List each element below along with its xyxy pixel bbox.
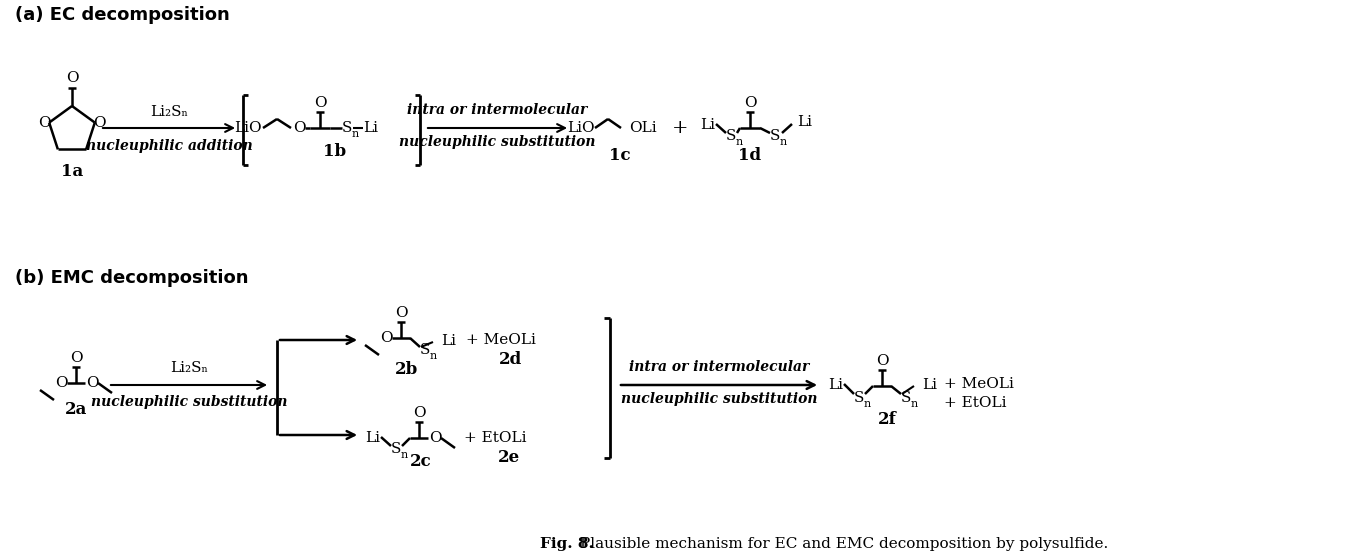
Text: O: O	[93, 116, 106, 129]
Text: S: S	[770, 129, 781, 143]
Text: 1c: 1c	[609, 147, 630, 163]
Text: (a) EC decomposition: (a) EC decomposition	[15, 6, 230, 24]
Text: LiO: LiO	[234, 121, 262, 135]
Text: n: n	[911, 399, 917, 409]
Text: Plausible mechanism for EC and EMC decomposition by polysulfide.: Plausible mechanism for EC and EMC decom…	[580, 537, 1108, 551]
Text: nucleuphilic substitution: nucleuphilic substitution	[399, 135, 595, 149]
Text: 2c: 2c	[410, 454, 432, 470]
Text: O: O	[292, 121, 306, 135]
Text: + MeOLi: + MeOLi	[944, 377, 1013, 391]
Text: S: S	[391, 442, 402, 456]
Text: n: n	[400, 450, 407, 460]
Text: Li: Li	[365, 431, 380, 445]
Text: Li: Li	[364, 121, 379, 135]
Text: 2a: 2a	[65, 402, 87, 418]
Text: nucleuphilic substitution: nucleuphilic substitution	[621, 392, 817, 406]
Text: 1d: 1d	[739, 147, 762, 163]
Text: n: n	[779, 137, 786, 147]
Text: O: O	[66, 71, 78, 85]
Text: O: O	[744, 96, 756, 110]
Text: O: O	[85, 376, 99, 390]
Text: 2e: 2e	[498, 449, 520, 465]
Text: O: O	[413, 406, 425, 420]
Text: intra or intermolecular: intra or intermolecular	[629, 360, 809, 374]
Text: Li: Li	[828, 378, 843, 392]
Text: O: O	[70, 351, 83, 365]
Text: n: n	[736, 137, 743, 147]
Text: LiO: LiO	[567, 121, 595, 135]
Text: 2f: 2f	[878, 411, 897, 429]
Text: 2b: 2b	[394, 362, 418, 378]
Text: Li₂Sₙ: Li₂Sₙ	[170, 361, 208, 375]
Text: (b) EMC decomposition: (b) EMC decomposition	[15, 269, 249, 287]
Text: + MeOLi: + MeOLi	[465, 333, 536, 347]
Text: n: n	[352, 129, 359, 139]
Text: 1b: 1b	[323, 143, 346, 161]
Text: O: O	[429, 431, 441, 445]
Text: O: O	[38, 116, 50, 129]
Text: 2d: 2d	[499, 352, 522, 368]
Text: S: S	[342, 121, 352, 135]
Text: S: S	[854, 391, 865, 405]
Text: OLi: OLi	[629, 121, 656, 135]
Text: O: O	[395, 306, 407, 320]
Text: Li: Li	[921, 378, 938, 392]
Text: 1a: 1a	[61, 163, 83, 180]
Text: + EtOLi: + EtOLi	[944, 396, 1007, 410]
Text: intra or intermolecular: intra or intermolecular	[407, 103, 587, 117]
Text: +: +	[671, 119, 689, 137]
Text: + EtOLi: + EtOLi	[464, 431, 526, 445]
Text: n: n	[863, 399, 870, 409]
Text: O: O	[314, 96, 326, 110]
Text: nucleuphilic substitution: nucleuphilic substitution	[91, 395, 287, 409]
Text: O: O	[54, 376, 68, 390]
Text: Li: Li	[797, 115, 812, 129]
Text: nucleuphilic addition: nucleuphilic addition	[85, 139, 253, 153]
Text: Li: Li	[700, 118, 714, 132]
Text: S: S	[901, 391, 911, 405]
Text: Li₂Sₙ: Li₂Sₙ	[150, 105, 188, 119]
Text: S: S	[419, 343, 430, 357]
Text: Fig. 8.: Fig. 8.	[540, 537, 594, 551]
Text: O: O	[875, 354, 889, 368]
Text: n: n	[429, 351, 437, 361]
Text: S: S	[725, 129, 736, 143]
Text: O: O	[380, 331, 392, 345]
Text: Li: Li	[441, 334, 456, 348]
